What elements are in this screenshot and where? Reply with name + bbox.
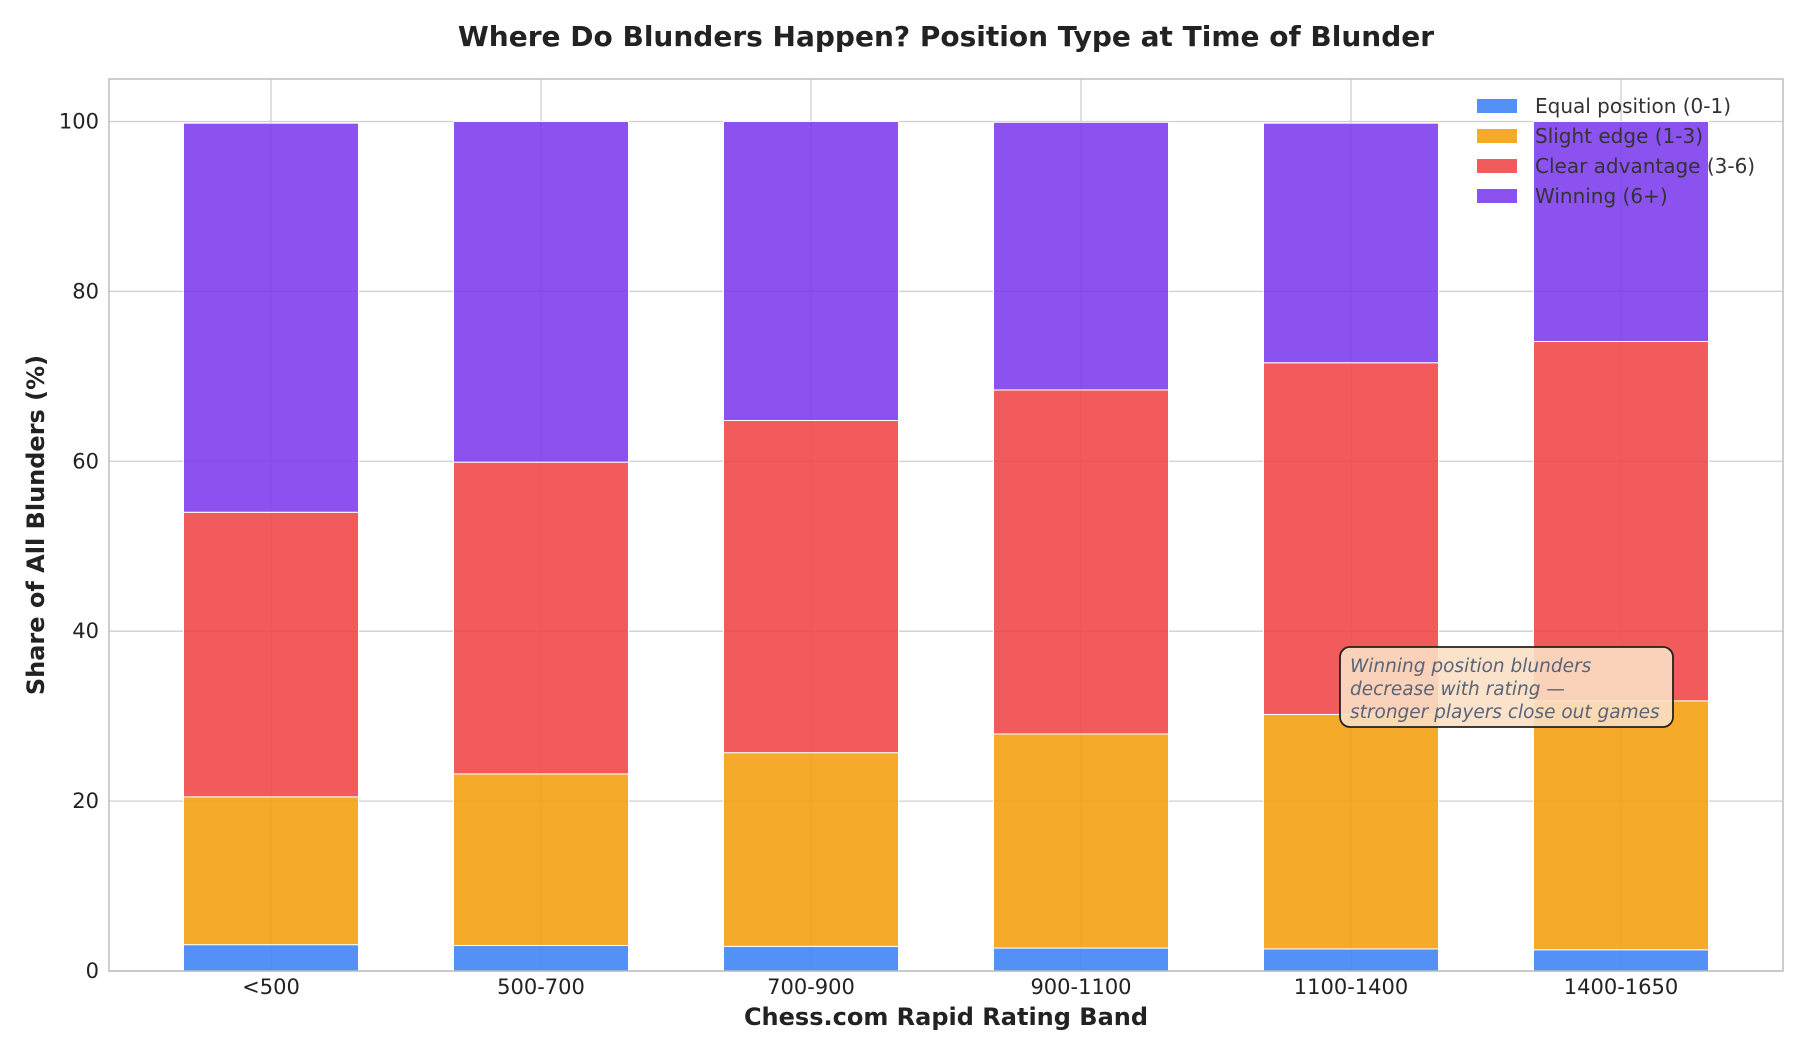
annotation-box [1339,646,1674,728]
y-tick-label: 0 [86,959,99,983]
x-tick-label: 900-1100 [1030,975,1131,999]
bar-segment [183,944,359,972]
bar-segment [723,752,899,947]
bar-segment [1263,948,1439,972]
bar-segment [723,120,899,422]
legend-label: Clear advantage (3-6) [1535,154,1755,178]
legend-swatch [1477,99,1517,113]
y-tick-label: 60 [72,449,99,473]
legend: Equal position (0-1) Slight edge (1-3) Cle… [1477,94,1755,208]
x-tick-label: 700-900 [767,975,855,999]
bar-segment [993,121,1169,391]
legend-swatch [1477,159,1517,173]
y-tick-label: 80 [72,279,99,303]
bar-segment [453,120,629,463]
x-tick-label: 500-700 [497,975,585,999]
bar-segment [723,420,899,754]
bar-segment [723,945,899,972]
chart-title: Where Do Blunders Happen? Position Type … [458,20,1434,53]
x-tick-label: <500 [242,975,300,999]
annotation: Winning position blunders decrease with … [1339,646,1674,728]
grid-lines [109,79,1783,972]
legend-swatch [1477,189,1517,203]
bar-segment [993,389,1169,735]
x-axis-label: Chess.com Rapid Rating Band [744,1003,1148,1031]
bar-segment [183,122,359,513]
bar-segment [1533,700,1709,951]
y-tick-label: 20 [72,789,99,813]
x-tick-label: 1400-1650 [1564,975,1678,999]
legend-label: Equal position (0-1) [1535,94,1731,118]
bars [183,120,1709,972]
annotation-line-3: stronger players close out games [1350,702,1660,723]
bar-segment [453,773,629,947]
y-tick-label: 100 [59,109,99,133]
x-tick-label: 1100-1400 [1294,975,1408,999]
bar-segment [453,461,629,775]
annotation-line-1: Winning position blunders [1350,656,1592,677]
bar-segment [993,947,1169,972]
x-axis-ticks: <500 500-700 700-900 900-1100 1100-1400 1400-… [242,975,1678,999]
bar-segment [183,511,359,798]
legend-swatch [1477,129,1517,143]
legend-label: Slight edge (1-3) [1535,124,1703,148]
y-axis-ticks: 0 20 40 60 80 100 [59,109,99,983]
annotation-line-2: decrease with rating — [1350,679,1565,700]
bar-segment [1533,120,1709,343]
bar-segment [1263,713,1439,950]
bar-segment [183,796,359,946]
bar-segment [1533,949,1709,972]
plot-frame [108,78,1784,972]
bar-segment [1263,122,1439,364]
bar-segment [453,945,629,972]
bar-segment [993,733,1169,949]
y-tick-label: 40 [72,619,99,643]
legend-label: Winning (6+) [1535,184,1668,208]
bar-segment [1533,341,1709,702]
y-axis-label: Share of All Blunders (%) [22,355,50,695]
